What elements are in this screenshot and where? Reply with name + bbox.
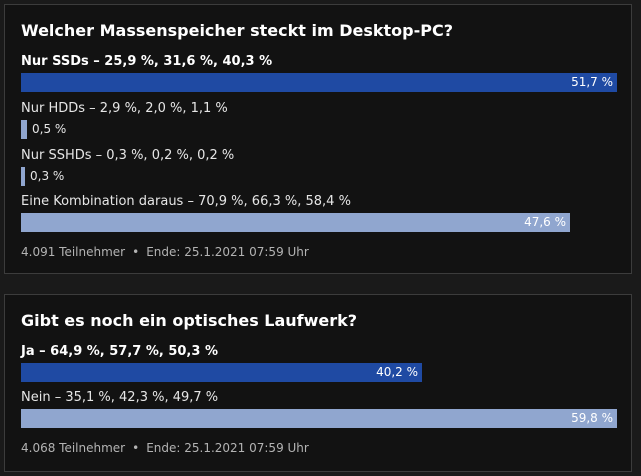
option-label: Nur SSHDs – 0,3 %, 0,2 %, 0,2 % bbox=[21, 148, 235, 163]
percent-label: 0,5 % bbox=[32, 122, 67, 136]
result-bar bbox=[21, 409, 617, 428]
result-bar bbox=[21, 120, 27, 139]
poll-title: Gibt es noch ein optisches Laufwerk? bbox=[21, 311, 358, 330]
participant-count: 4.068 Teilnehmer bbox=[21, 441, 126, 455]
poll-option-ssd: Nur SSDs – 25,9 %, 31,6 %, 40,3 % 51,7 % bbox=[21, 54, 617, 92]
separator-dot: • bbox=[132, 441, 140, 455]
percent-label: 51,7 % bbox=[571, 75, 613, 89]
poll-end-date: Ende: 25.1.2021 07:59 Uhr bbox=[146, 245, 309, 259]
poll-title: Welcher Massenspeicher steckt im Desktop… bbox=[21, 21, 453, 40]
poll-option-sshd: Nur SSHDs – 0,3 %, 0,2 %, 0,2 % 0,3 % bbox=[21, 148, 617, 186]
option-label: Eine Kombination daraus – 70,9 %, 66,3 %… bbox=[21, 194, 351, 209]
option-label: Nur SSDs – 25,9 %, 31,6 %, 40,3 % bbox=[21, 54, 273, 69]
poll-meta: 4.091 Teilnehmer • Ende: 25.1.2021 07:59 U… bbox=[21, 245, 309, 259]
percent-label: 40,2 % bbox=[376, 365, 418, 379]
result-bar bbox=[21, 363, 422, 382]
option-label: Nur HDDs – 2,9 %, 2,0 %, 1,1 % bbox=[21, 101, 228, 116]
option-label: Nein – 35,1 %, 42,3 %, 49,7 % bbox=[21, 390, 219, 405]
separator-dot: • bbox=[132, 245, 140, 259]
poll-option-combination: Eine Kombination daraus – 70,9 %, 66,3 %… bbox=[21, 194, 617, 232]
percent-label: 59,8 % bbox=[571, 411, 613, 425]
percent-label: 0,3 % bbox=[30, 169, 65, 183]
poll-meta: 4.068 Teilnehmer • Ende: 25.1.2021 07:59 U… bbox=[21, 441, 309, 455]
poll-option-yes: Ja – 64,9 %, 57,7 %, 50,3 % 40,2 % bbox=[21, 344, 617, 382]
poll-card-optical-drive: Gibt es noch ein optisches Laufwerk? Ja … bbox=[4, 294, 632, 472]
option-label: Ja – 64,9 %, 57,7 %, 50,3 % bbox=[21, 344, 218, 359]
participant-count: 4.091 Teilnehmer bbox=[21, 245, 126, 259]
poll-end-date: Ende: 25.1.2021 07:59 Uhr bbox=[146, 441, 309, 455]
result-bar bbox=[21, 73, 617, 92]
result-bar bbox=[21, 167, 25, 186]
poll-option-hdd: Nur HDDs – 2,9 %, 2,0 %, 1,1 % 0,5 % bbox=[21, 101, 617, 139]
poll-card-storage: Welcher Massenspeicher steckt im Desktop… bbox=[4, 4, 632, 274]
percent-label: 47,6 % bbox=[524, 215, 566, 229]
result-bar bbox=[21, 213, 570, 232]
poll-option-no: Nein – 35,1 %, 42,3 %, 49,7 % 59,8 % bbox=[21, 390, 617, 428]
